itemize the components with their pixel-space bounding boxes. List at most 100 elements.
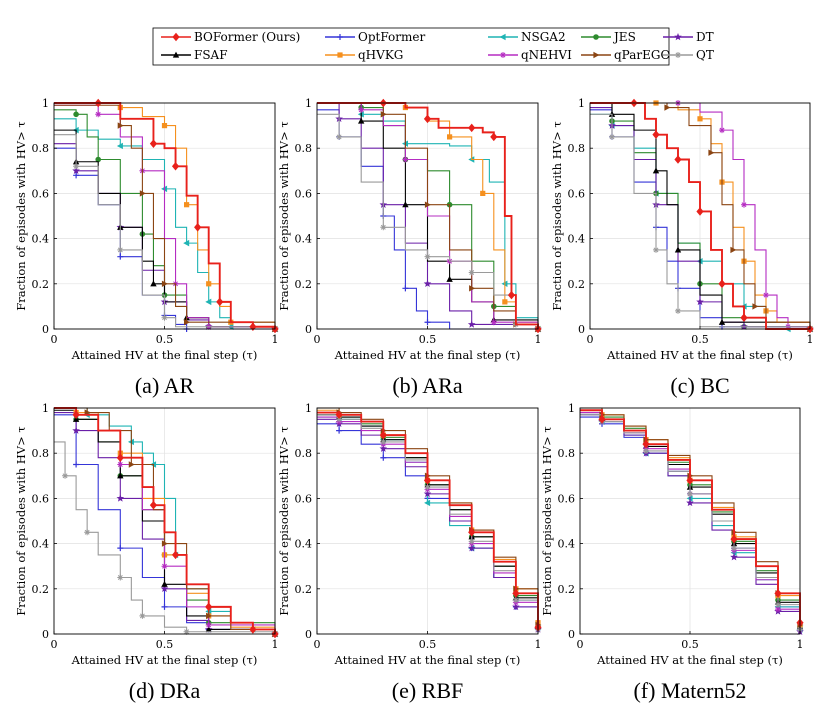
y-tick-label: 0.4 [558,538,576,551]
legend-label: JES [612,30,636,44]
y-tick-label: 0.8 [295,142,313,155]
legend-entry-nsga2: NSGA2 [488,30,566,44]
data-point [424,484,431,491]
y-tick-label: 0 [42,628,49,641]
series-qhvkg [580,407,803,628]
data-point [249,625,257,634]
x-axis-label: Attained HV at the final step (τ) [71,348,258,362]
panel-a-ar: 0 0.5 1 0 0.2 0.4 0.6 0.8 1 Attained HV at the fi… [14,97,279,398]
data-point [512,602,520,611]
series-qt [590,113,813,332]
y-tick-label: 0.4 [295,538,313,551]
data-point [423,114,432,124]
data-point [675,307,681,314]
data-point [402,285,409,292]
y-axis-label: Fraction of episodes with HV> τ [550,121,564,310]
data-point [183,239,190,247]
data-point [206,612,213,620]
x-tick-label: 0.5 [419,638,437,651]
data-point [117,253,124,260]
panel-c-bc: 0 0.5 1 0 0.2 0.4 0.6 0.8 1 Attained HV at the fi… [550,97,814,398]
legend-label: OptFormer [358,30,425,44]
legend-marker [337,52,343,58]
series-qparego [317,407,542,629]
data-point [380,454,387,461]
legend-label: NSGA2 [521,30,566,44]
y-tick-label: 0.2 [32,278,50,291]
y-tick-label: 0.6 [32,492,50,505]
panel-caption: (a) AR [135,373,195,398]
data-point [205,626,212,633]
data-point [609,133,615,140]
data-point [480,190,486,196]
legend-marker [593,34,599,40]
data-point [117,574,124,581]
data-point [171,162,180,171]
data-point [512,597,519,604]
series-line [54,407,276,634]
data-point [336,133,343,140]
data-point [358,106,365,113]
series-line [54,102,276,329]
y-tick-label: 0.6 [568,187,586,200]
y-tick-label: 0 [42,323,49,336]
series-qparego [580,407,804,629]
data-point [139,190,146,197]
series-dt [54,143,279,333]
data-point [424,253,431,260]
data-point [674,155,682,164]
data-point [502,299,508,305]
grid [317,408,538,634]
data-point [423,279,432,288]
data-point [424,499,431,507]
series-line [590,102,811,329]
x-tick-label: 0.5 [419,333,437,346]
data-point [73,172,80,179]
data-point [686,498,694,507]
legend-label: qParEGO [614,48,670,62]
data-point [116,494,125,502]
data-point [731,545,737,552]
x-axis-label: Attained HV at the final step (τ) [606,348,793,362]
data-point [468,538,475,545]
data-point [424,319,431,326]
legend-marker [172,51,180,58]
legend-entry-optformer: OptFormer [325,30,425,44]
data-point [161,314,168,321]
x-tick-label: 0.5 [156,638,174,651]
x-tick-label: 1 [535,638,542,651]
panel-caption: (e) RBF [392,678,464,703]
series-qhvkg [590,100,813,332]
data-point [161,280,168,287]
data-point [490,319,497,326]
series-boformer-ours [590,98,814,334]
legend-marker [499,33,506,41]
series-qt [54,441,278,637]
x-tick-label: 1 [272,638,279,651]
data-point [686,476,694,485]
data-point [740,313,748,322]
x-axis-label: Attained HV at the final step (τ) [334,653,521,667]
legend-label: qHVKG [358,48,403,62]
data-point [139,612,146,619]
data-point [652,167,660,174]
data-point [72,426,80,434]
y-tick-label: 0.8 [32,142,50,155]
series-nsga2 [590,113,813,333]
data-point [358,117,365,124]
y-tick-label: 0 [305,628,312,641]
data-point [84,529,91,536]
data-point [467,320,476,328]
data-point [763,292,769,299]
data-point [336,416,343,423]
series-dt [590,106,814,333]
series-optformer [580,416,803,633]
data-point [116,453,124,462]
series-line [54,104,276,329]
data-point [117,461,124,468]
data-point [379,444,388,452]
data-point [205,602,213,612]
legend-label: FSAF [194,48,228,62]
data-point [62,472,69,479]
